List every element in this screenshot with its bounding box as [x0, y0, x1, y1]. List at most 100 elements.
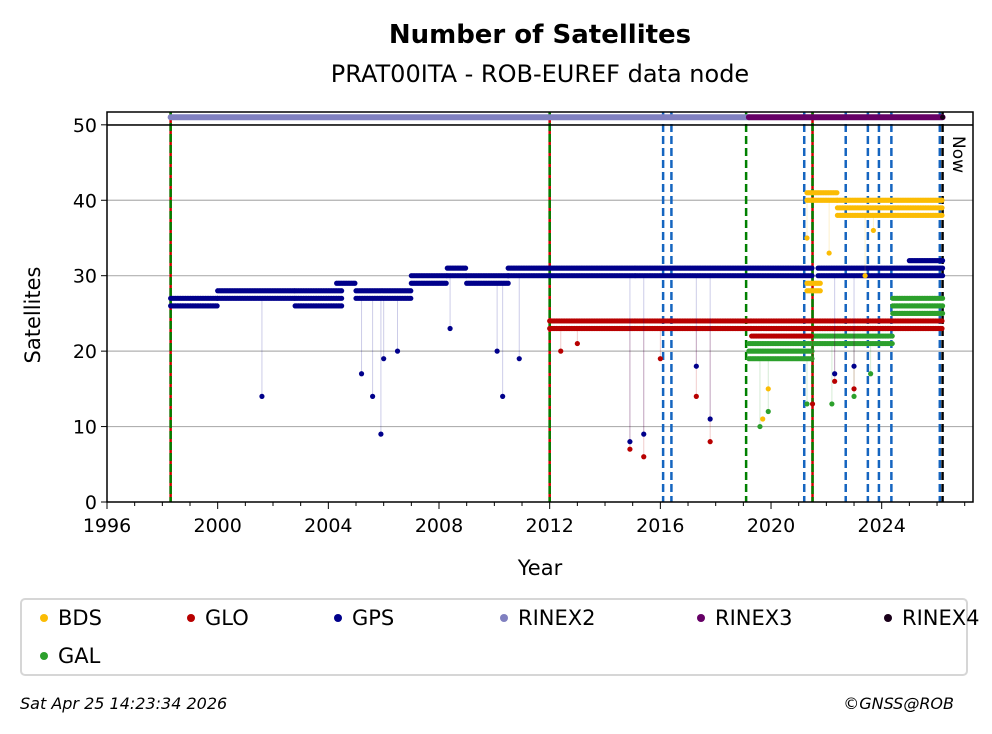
timestamp: Sat Apr 25 14:23:34 2026 [20, 694, 228, 713]
chart-title: Number of Satellites [389, 20, 691, 50]
glo-marker-icon [187, 614, 195, 622]
gps-point [494, 348, 500, 354]
y-axis-label: Satellites [21, 267, 45, 364]
gps-point [378, 431, 384, 437]
y-tick-label: 30 [73, 266, 97, 288]
gps-point [832, 371, 838, 377]
rinex3-marker-icon [697, 614, 705, 622]
y-tick-label: 50 [73, 115, 97, 137]
gps-point [214, 303, 220, 309]
x-axis-label: Year [517, 556, 563, 580]
y-tick-label: 40 [73, 190, 97, 212]
gps-point [259, 393, 265, 399]
gps-point [358, 371, 365, 377]
legend-item-glo: GLO [187, 606, 249, 630]
gps-point [339, 295, 345, 301]
legend-item-rinex4: RINEX4 [884, 606, 980, 630]
gps-point [447, 325, 453, 332]
legend: BDS GLO GPS RINEX2 RINEX3 RINEX4 GAL [20, 598, 980, 676]
gps-point [851, 363, 857, 369]
bds-point [817, 288, 823, 294]
legend-item-rinex3: RINEX3 [697, 606, 793, 630]
gps-point [641, 431, 647, 437]
legend-label: RINEX4 [902, 606, 980, 630]
bds-point [760, 416, 766, 422]
gps-point [339, 288, 345, 294]
gps-point [505, 280, 511, 286]
gal-marker-icon [40, 652, 48, 660]
x-tick-label: 2020 [747, 515, 795, 537]
gal-point [868, 371, 874, 377]
x-tick-label: 2004 [304, 515, 352, 537]
gal-point [939, 310, 946, 317]
gal-point [765, 408, 771, 415]
gps-point [939, 273, 946, 279]
gps-point [352, 280, 358, 286]
gps-point [408, 288, 414, 294]
glo-point [939, 325, 945, 332]
y-tick-label: 0 [85, 492, 97, 514]
gps-point [939, 265, 946, 271]
glo-point [809, 401, 816, 407]
bds-point [804, 235, 810, 241]
gal-point [851, 393, 857, 399]
gal-point [809, 356, 815, 362]
legend-label: GPS [352, 606, 395, 630]
gps-point [809, 265, 815, 271]
gal-point [809, 348, 815, 354]
gps-point [408, 295, 414, 301]
glo-point [558, 348, 564, 354]
glo-point [641, 454, 647, 460]
gps-point [707, 416, 713, 422]
legend-label: RINEX2 [518, 606, 596, 630]
legend-item-gps: GPS [334, 606, 394, 630]
gal-point [939, 303, 946, 309]
bds-point [939, 205, 945, 211]
gps-point [394, 348, 401, 354]
gps-point [443, 280, 449, 286]
glo-point [939, 318, 945, 324]
bds-point [834, 190, 840, 196]
gps-point [462, 265, 469, 271]
legend-item-rinex2: RINEX2 [500, 606, 596, 630]
legend-item-gal: GAL [40, 644, 100, 668]
gps-point [939, 258, 946, 264]
glo-point [808, 333, 815, 339]
chart-subtitle: PRAT00ITA - ROB-EUREF data node [331, 60, 749, 88]
rinex4-point [940, 114, 946, 120]
y-tick-label: 20 [73, 341, 97, 363]
legend-label: BDS [58, 606, 102, 630]
legend-label: GAL [58, 644, 101, 668]
bds-point [939, 212, 945, 218]
legend-label: GLO [205, 606, 249, 630]
glo-point [693, 393, 699, 399]
gps-point [809, 273, 815, 279]
glo-point [574, 340, 580, 347]
glo-point [657, 356, 663, 362]
gal-point [829, 401, 835, 407]
gal-point [889, 340, 895, 347]
bds-point [862, 273, 868, 279]
now-label: Now [948, 136, 968, 173]
gps-point [500, 393, 506, 399]
copyright: ©GNSS@ROB [843, 694, 954, 713]
gal-point [757, 423, 763, 430]
gps-point [381, 356, 387, 362]
glo-point [832, 378, 838, 384]
x-tick-label: 2000 [193, 515, 241, 537]
plot-frame [106, 111, 974, 503]
gps-marker-icon [334, 614, 342, 622]
bds-point [765, 386, 771, 392]
gps-point [693, 363, 699, 369]
legend-item-bds: BDS [40, 606, 102, 630]
gps-point [339, 303, 345, 309]
gal-point [939, 295, 946, 301]
rinex2-marker-icon [500, 614, 508, 622]
x-tick-label: 2012 [526, 515, 574, 537]
glo-point [707, 439, 713, 445]
x-tick-label: 2008 [415, 515, 463, 537]
gal-point [804, 401, 810, 407]
x-tick-label: 1996 [83, 515, 131, 537]
